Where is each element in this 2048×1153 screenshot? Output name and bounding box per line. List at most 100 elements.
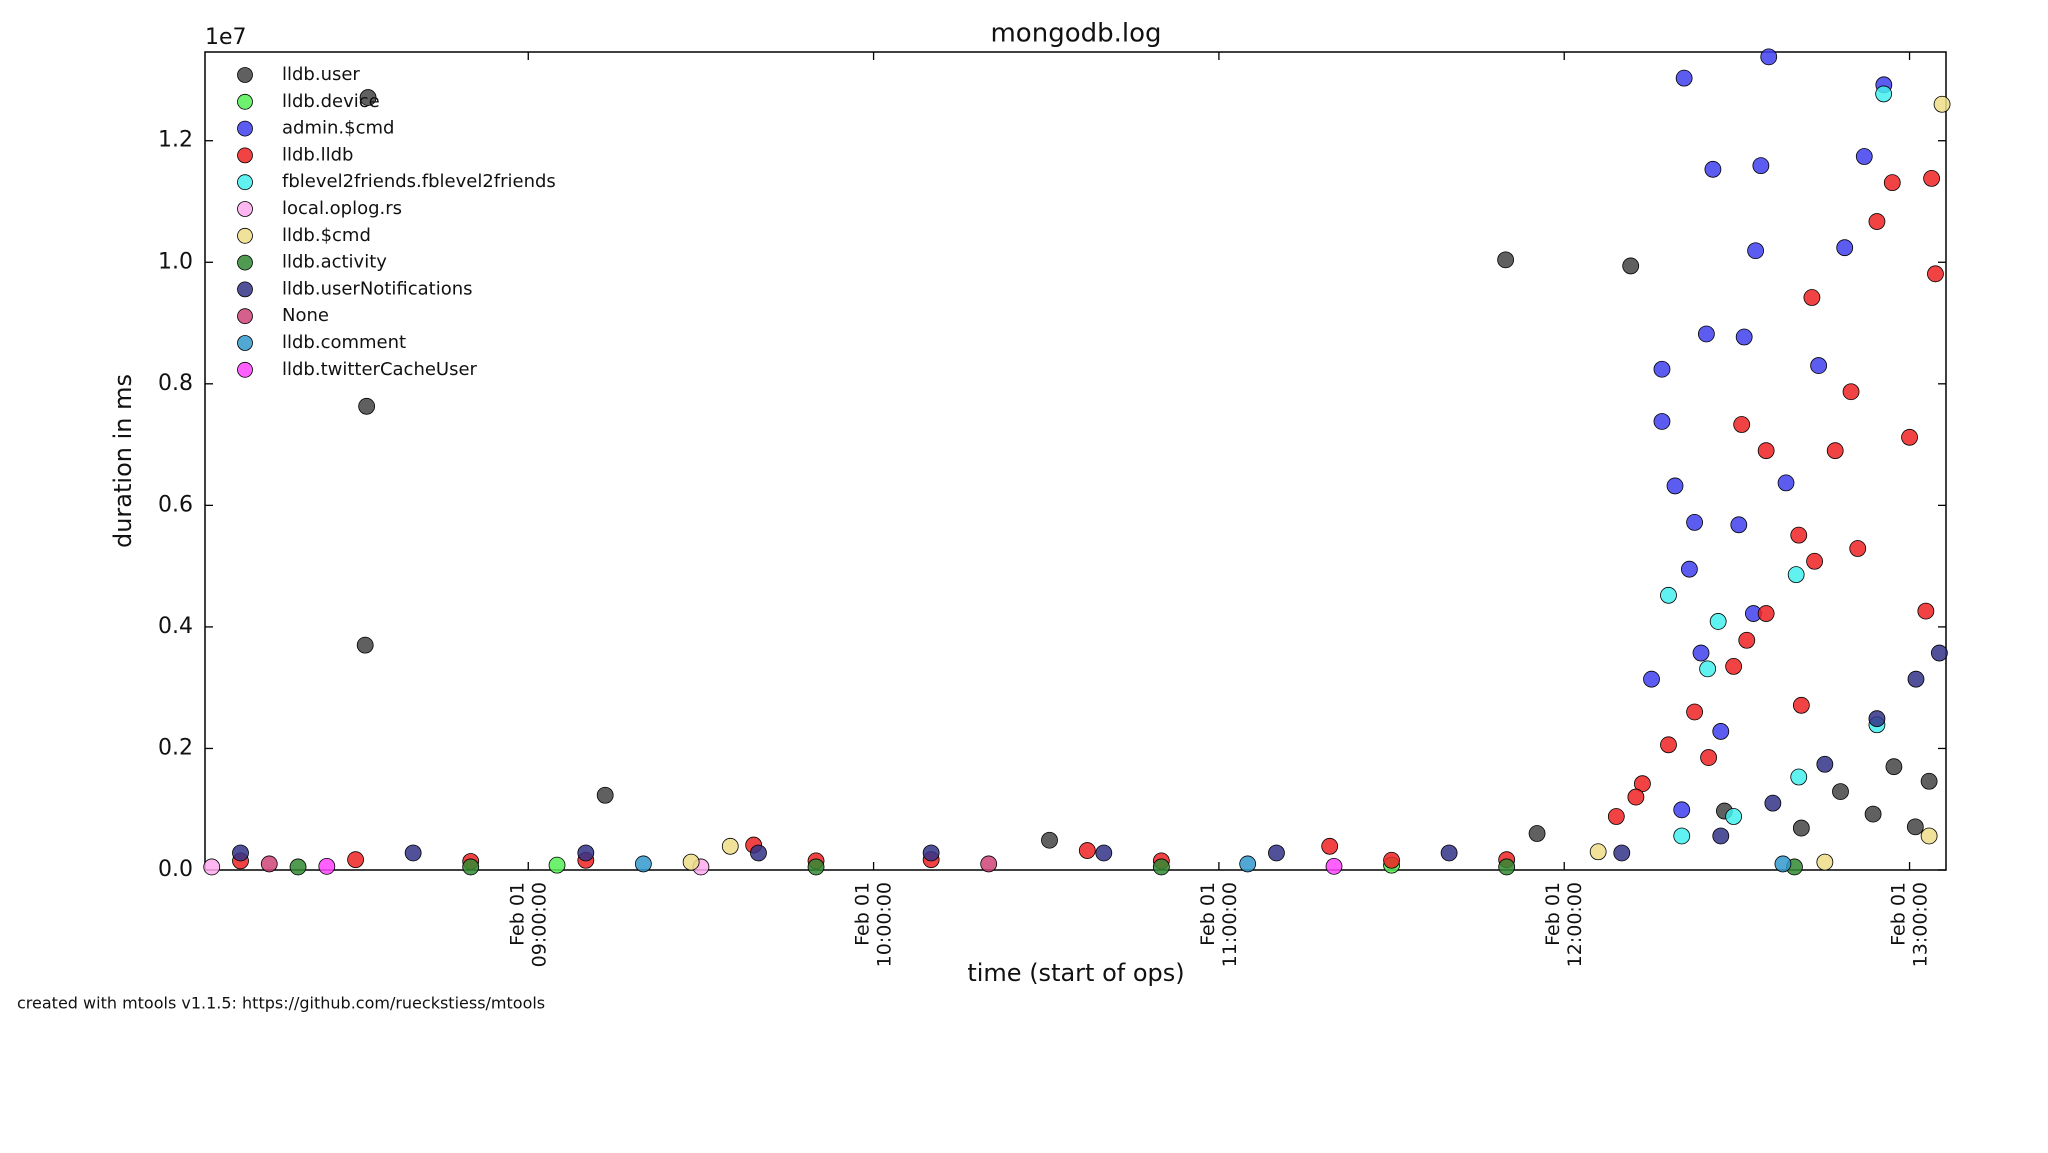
point <box>1907 670 1925 688</box>
point <box>1920 772 1938 790</box>
point <box>1787 566 1805 584</box>
point <box>1653 360 1671 378</box>
point <box>1806 552 1823 570</box>
legend-label: lldb.userNotifications <box>282 278 473 299</box>
point <box>1757 605 1775 622</box>
y-tick-label: 0.6 <box>158 492 193 517</box>
point <box>318 857 336 875</box>
point <box>1607 808 1625 825</box>
point <box>1725 808 1743 825</box>
legend-marker <box>237 147 253 164</box>
y-tick-label: 0.2 <box>158 735 193 760</box>
point <box>1735 328 1753 346</box>
point <box>1792 696 1810 714</box>
legend-marker <box>237 67 253 83</box>
point <box>1321 837 1339 855</box>
legend-label: lldb.activity <box>282 252 387 273</box>
point <box>1868 213 1886 230</box>
point <box>1589 843 1607 861</box>
legend-marker <box>237 308 253 325</box>
point <box>1790 768 1808 786</box>
point <box>1704 160 1722 178</box>
point <box>1673 827 1691 845</box>
legend-label: lldb.device <box>282 91 380 112</box>
legend-label: lldb.comment <box>282 332 406 353</box>
point <box>1660 736 1677 754</box>
y-tick-label: 0.0 <box>158 857 193 882</box>
points <box>203 48 1951 876</box>
point <box>577 844 595 862</box>
legend-label: lldb.lldb <box>282 144 353 165</box>
point <box>1528 825 1546 842</box>
point <box>807 858 825 876</box>
point <box>922 844 940 862</box>
point <box>1725 658 1743 675</box>
point <box>1383 851 1400 869</box>
point <box>980 855 998 873</box>
x-tick-label: Feb 0110:00:00 <box>851 882 895 967</box>
point <box>1675 69 1693 87</box>
point <box>1930 644 1948 662</box>
point <box>1738 631 1756 649</box>
legend-marker <box>237 93 253 110</box>
point <box>359 89 377 106</box>
point <box>1440 844 1458 862</box>
point <box>1764 794 1782 812</box>
point <box>1849 540 1867 557</box>
point <box>1933 95 1951 113</box>
chart-title: mongodb.log <box>990 19 1161 49</box>
point <box>1842 383 1860 401</box>
legend-marker <box>237 120 253 137</box>
y-axis-label: duration in ms <box>109 374 137 548</box>
x-axis-label: time (start of ops) <box>967 959 1184 987</box>
point <box>1078 842 1096 859</box>
point <box>1673 801 1691 819</box>
point <box>1697 325 1715 343</box>
legend-marker <box>237 174 253 191</box>
point <box>289 858 307 876</box>
legend-marker <box>237 227 253 244</box>
point <box>1613 844 1631 862</box>
legend-marker <box>237 361 253 378</box>
legend-label: lldb.$cmd <box>282 225 371 246</box>
point <box>1901 428 1918 446</box>
point <box>721 837 739 855</box>
point <box>347 851 364 869</box>
point <box>1920 827 1938 845</box>
legend-label: lldb.user <box>282 64 360 85</box>
point <box>1816 755 1834 773</box>
point <box>260 855 278 873</box>
point <box>356 636 374 654</box>
point <box>1906 818 1924 836</box>
legend-label: fblevel2friends.fblevel2friends <box>282 171 556 192</box>
point <box>634 855 652 873</box>
legend-label: local.oplog.rs <box>282 198 402 219</box>
point <box>1747 242 1764 260</box>
point <box>1692 644 1710 662</box>
footer: created with mtools v1.1.5: https://gith… <box>17 994 545 1013</box>
y-tick-label: 0.8 <box>158 371 193 396</box>
point <box>1095 844 1113 862</box>
point <box>1855 148 1873 165</box>
point <box>1832 783 1849 801</box>
point <box>1883 174 1901 192</box>
point <box>203 858 221 876</box>
legend-marker <box>237 254 253 271</box>
point <box>1836 239 1854 257</box>
point <box>1622 257 1640 275</box>
point <box>1885 758 1903 776</box>
point <box>1774 855 1792 873</box>
x-tick-label: Feb 0113:00:00 <box>1887 882 1931 967</box>
point <box>1325 857 1343 875</box>
point <box>1733 416 1751 433</box>
point <box>548 856 566 874</box>
point <box>232 844 249 862</box>
plot-area <box>204 51 1947 871</box>
point <box>1810 357 1828 374</box>
point <box>1760 48 1778 66</box>
point <box>1712 827 1730 845</box>
point <box>1152 858 1170 876</box>
point <box>1777 474 1795 492</box>
legend-label: lldb.twitterCacheUser <box>282 359 478 380</box>
